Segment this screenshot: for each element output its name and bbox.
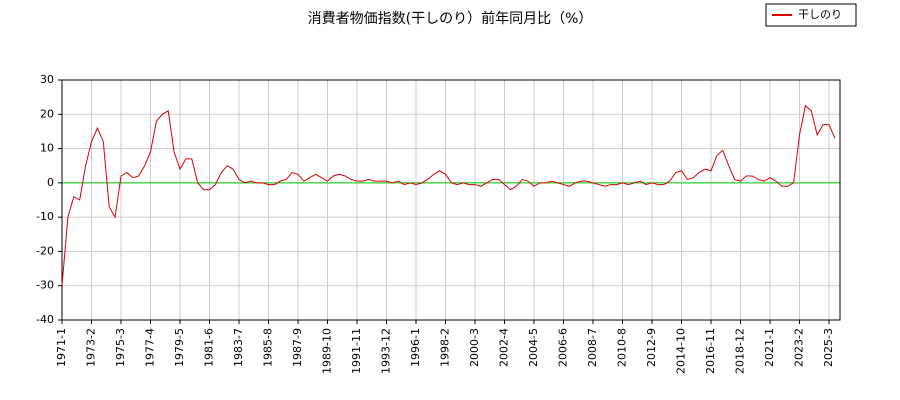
- x-tick-label: 2004-5: [527, 328, 540, 367]
- y-tick-label: 30: [40, 73, 54, 86]
- x-tick-label: 1991-11: [350, 328, 363, 374]
- x-tick-label: 2012-9: [645, 328, 658, 367]
- x-tick-label: 1987-9: [291, 328, 304, 367]
- y-tick-label: -40: [36, 313, 54, 326]
- x-tick-label: 1983-7: [232, 328, 245, 367]
- x-tick-label: 1993-12: [380, 328, 393, 374]
- x-tick-label: 1975-3: [114, 328, 127, 367]
- y-tick-label: 0: [47, 176, 54, 189]
- x-tick-label: 2021-1: [763, 328, 776, 367]
- x-tick-label: 2023-2: [793, 328, 806, 367]
- chart-title: 消費者物価指数(干しのり）前年同月比（%）: [308, 10, 593, 27]
- data-line: [61, 104, 836, 286]
- x-tick-label: 2010-8: [616, 328, 629, 367]
- x-tick-label: 2002-4: [498, 328, 511, 367]
- x-tick-label: 1996-1: [409, 328, 422, 367]
- y-tick-label: -10: [36, 210, 54, 223]
- x-tick-label: 2025-3: [822, 328, 835, 367]
- x-tick-label: 2016-11: [704, 328, 717, 374]
- x-tick-label: 2000-3: [468, 328, 481, 367]
- x-tick-label: 1973-2: [85, 328, 98, 367]
- x-tick-label: 2014-10: [675, 328, 688, 374]
- x-tick-label: 1998-2: [439, 328, 452, 367]
- x-tick-label: 2006-6: [557, 328, 570, 367]
- x-tick-label: 2018-12: [734, 328, 747, 374]
- x-tick-label: 1979-5: [173, 328, 186, 367]
- plot-frame: [61, 79, 841, 321]
- y-tick-label: -30: [36, 279, 54, 292]
- x-tick-label: 1977-4: [144, 328, 157, 367]
- y-tick-label: 10: [40, 142, 54, 155]
- y-tick-label: -20: [36, 244, 54, 257]
- x-tick-label: 1985-8: [262, 328, 275, 367]
- x-tick-label: 2008-7: [586, 328, 599, 367]
- x-tick-label: 1989-10: [321, 328, 334, 374]
- x-tick-label: 1981-6: [203, 328, 216, 367]
- x-tick-label: 1971-1: [55, 328, 68, 367]
- plot-area: [62, 80, 840, 320]
- legend-label: 干しのり: [798, 8, 842, 21]
- y-tick-label: 20: [40, 107, 54, 120]
- legend-box: [765, 3, 857, 27]
